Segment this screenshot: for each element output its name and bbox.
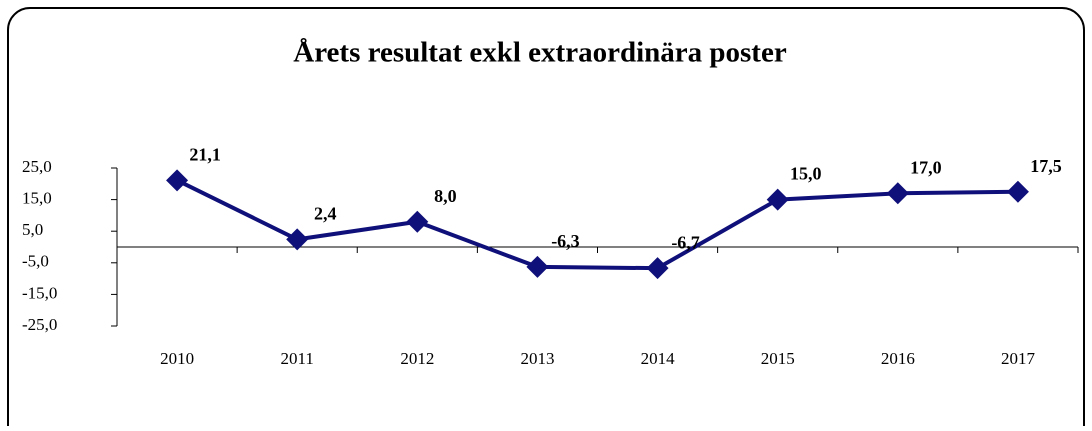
data-label: 17,5 — [1030, 156, 1062, 176]
data-label: 21,1 — [189, 144, 221, 164]
x-tick-label: 2011 — [281, 349, 314, 368]
x-tick-label: 2016 — [881, 349, 915, 368]
x-tick-label: 2017 — [1001, 349, 1036, 368]
marker — [1006, 180, 1029, 203]
marker — [286, 228, 309, 251]
data-label: 15,0 — [790, 164, 822, 184]
x-tick-label: 2014 — [641, 349, 676, 368]
y-tick-label: -5,0 — [22, 252, 49, 271]
marker — [166, 169, 189, 192]
data-label: 2,4 — [314, 204, 337, 224]
series-line — [176, 178, 1018, 271]
x-tick-label: 2010 — [160, 349, 194, 368]
marker — [526, 255, 549, 278]
marker — [766, 188, 789, 211]
data-label: -6,7 — [671, 232, 700, 252]
marker — [886, 182, 909, 205]
marker — [646, 257, 669, 280]
data-label: 8,0 — [434, 186, 457, 206]
y-tick-label: -25,0 — [22, 315, 57, 334]
x-tick-label: 2015 — [761, 349, 795, 368]
y-tick-label: 15,0 — [22, 189, 52, 208]
y-tick-label: -15,0 — [22, 283, 57, 302]
x-tick-label: 2013 — [520, 349, 554, 368]
y-tick-label: 25,0 — [22, 157, 52, 176]
data-label: -6,3 — [551, 231, 580, 251]
data-label: 17,0 — [910, 157, 942, 177]
marker — [406, 210, 429, 233]
chart-title: Årets resultat exkl extraordinära poster — [293, 37, 787, 69]
x-tick-label: 2012 — [400, 349, 434, 368]
y-tick-label: 5,0 — [22, 220, 43, 239]
chart-frame — [7, 7, 1085, 431]
